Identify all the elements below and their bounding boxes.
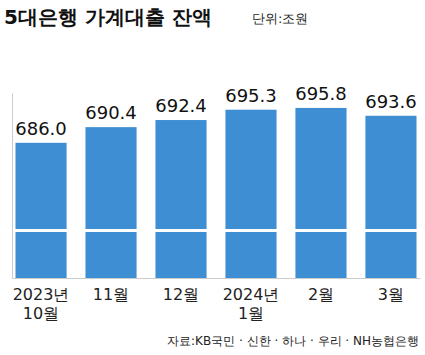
axis-break bbox=[12, 229, 420, 232]
bars bbox=[12, 108, 420, 278]
bar bbox=[365, 116, 416, 278]
title: 5대은행 가계대출 잔액 bbox=[4, 5, 212, 29]
bar bbox=[15, 143, 66, 278]
bar bbox=[155, 120, 206, 278]
data-label: 693.6 bbox=[365, 91, 417, 112]
data-label: 695.3 bbox=[225, 85, 277, 106]
x-tick: 2월 bbox=[308, 278, 334, 304]
bar bbox=[225, 110, 276, 278]
bar bbox=[295, 108, 346, 278]
x-tick-label: 2024년1월 bbox=[223, 285, 280, 322]
data-label: 690.4 bbox=[85, 102, 137, 123]
data-label: 695.8 bbox=[295, 83, 347, 104]
chart: 5대은행 가계대출 잔액 단위:조원 2023년10월 11월 12월 2024년1월 2월… bbox=[0, 0, 425, 355]
x-tick-label: 2월 bbox=[308, 285, 334, 304]
background bbox=[0, 0, 425, 355]
x-axis: 2023년10월 11월 12월 2024년1월 2월 3월 bbox=[13, 278, 421, 323]
x-tick: 12월 bbox=[163, 278, 199, 304]
x-tick: 2024년1월 bbox=[223, 278, 280, 323]
x-tick-label: 11월 bbox=[93, 285, 129, 304]
data-label: 686.0 bbox=[15, 118, 67, 139]
bar bbox=[85, 127, 136, 278]
y-axis bbox=[12, 94, 13, 279]
x-tick-label: 2023년10월 bbox=[13, 285, 70, 322]
x-tick-label: 3월 bbox=[378, 285, 404, 304]
y-axis-line bbox=[12, 94, 13, 279]
x-tick-label: 12월 bbox=[163, 285, 199, 304]
x-tick: 2023년10월 bbox=[13, 278, 70, 323]
data-labels: 686.0 690.4 692.4 695.3 695.8 693.6 bbox=[15, 83, 416, 139]
source: 자료:KB국민 · 신한 · 하나 · 우리 · NH농협은행 bbox=[167, 334, 419, 348]
x-axis-line bbox=[13, 278, 421, 279]
data-label: 692.4 bbox=[155, 95, 207, 116]
subtitle: 단위:조원 bbox=[252, 11, 308, 26]
x-tick: 3월 bbox=[378, 278, 404, 304]
x-tick: 11월 bbox=[93, 278, 129, 304]
